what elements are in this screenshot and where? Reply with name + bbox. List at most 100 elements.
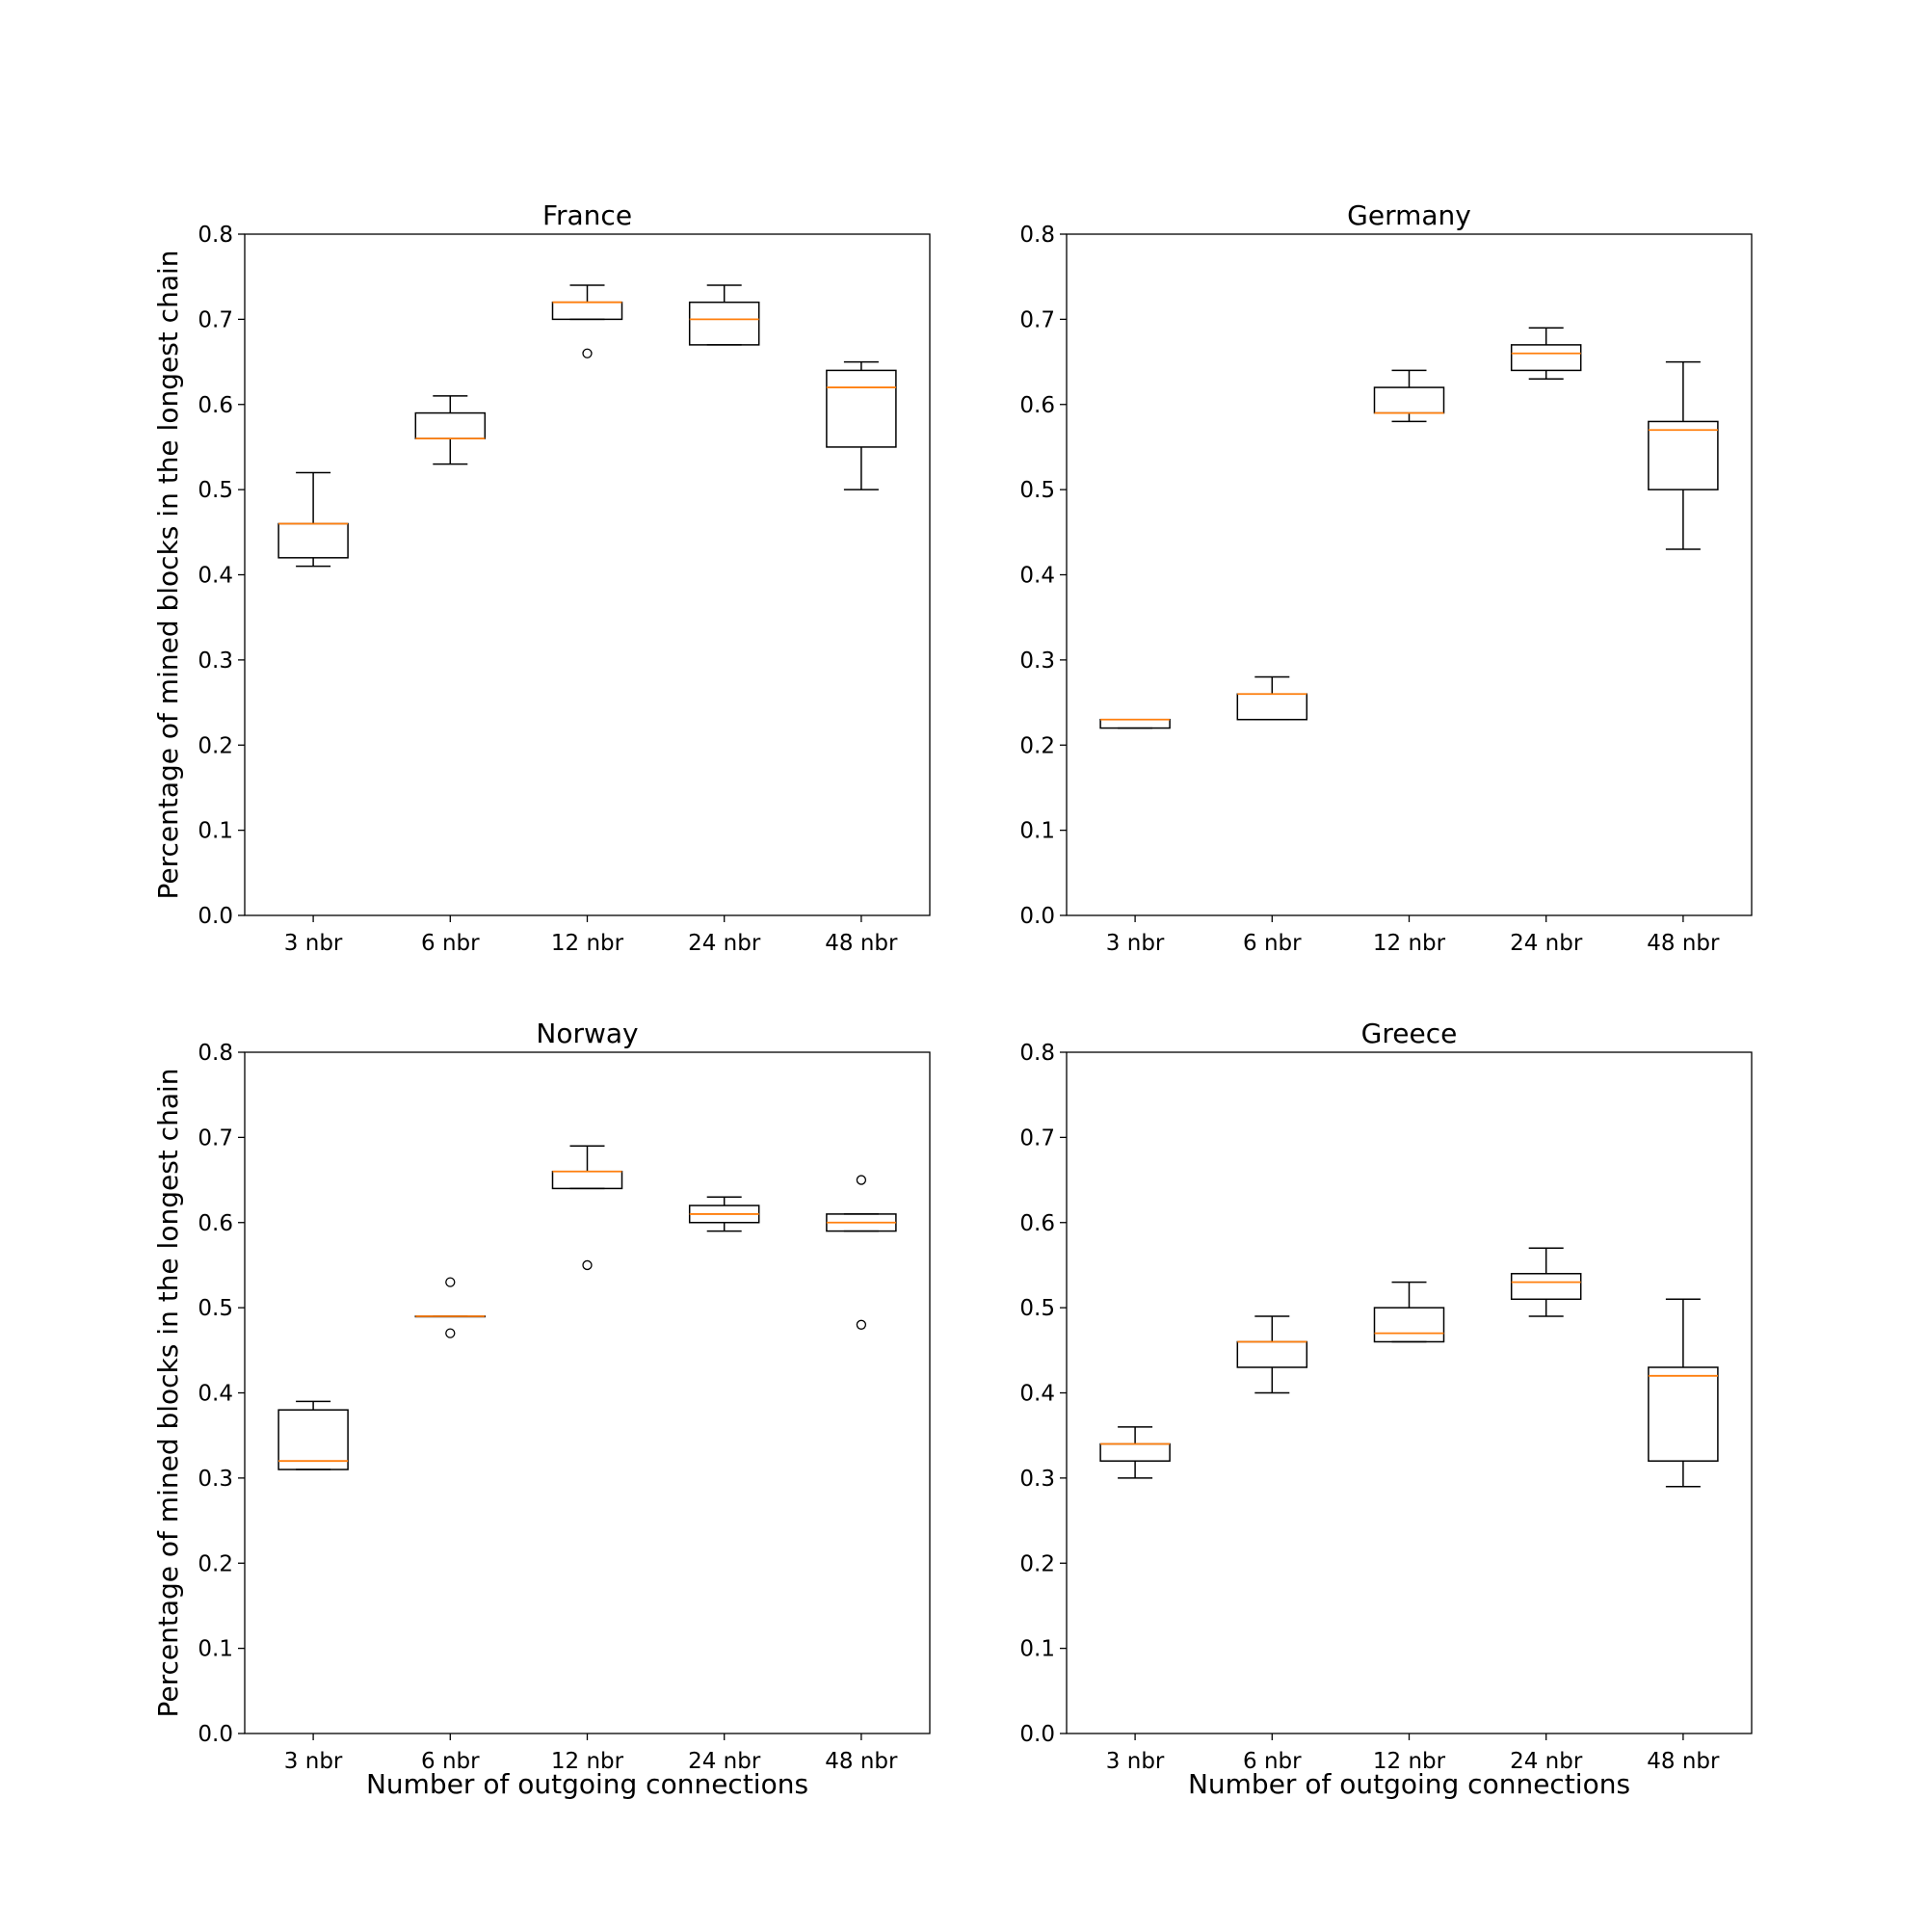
box-body [826, 369, 897, 448]
box-48-nbr [1648, 1298, 1719, 1488]
box-body [1099, 718, 1171, 729]
box-24-nbr [1510, 1247, 1582, 1317]
y-tick-label: 0.2 [198, 1551, 233, 1576]
y-tick-label: 0.1 [1019, 819, 1055, 844]
y-tick-label: 0.1 [198, 1637, 233, 1662]
box-body [551, 1170, 623, 1190]
box-6-nbr [1236, 1315, 1308, 1394]
box-body [1373, 386, 1445, 414]
outlier-point [582, 1259, 593, 1271]
y-tick-label: 0.5 [1019, 478, 1055, 503]
y-tick-label: 0.3 [1019, 648, 1055, 674]
y-tick-label: 0.6 [1019, 393, 1055, 418]
box-3-nbr [277, 471, 349, 568]
x-tick-label: 48 nbr [1647, 931, 1720, 956]
box-body [1236, 693, 1308, 721]
y-tick-label: 0.7 [198, 307, 233, 332]
subplot-title: Germany [1347, 199, 1471, 231]
y-axis-label: Percentage of mined blocks in the longes… [152, 1068, 184, 1717]
box-12-nbr [1373, 1281, 1445, 1343]
y-tick-label: 0.0 [198, 1722, 233, 1747]
x-tick-label: 24 nbr [688, 1749, 761, 1774]
y-tick-label: 0.5 [198, 1296, 233, 1321]
box-12-nbr [1373, 369, 1445, 423]
y-tick-label: 0.8 [1019, 1041, 1055, 1066]
outlier-point [582, 348, 593, 358]
subplot-title: Norway [536, 1018, 638, 1049]
y-tick-label: 0.4 [1019, 1382, 1055, 1407]
subplot-france: 0.0 0.1 0.2 0.3 0.4 0.5 0.6 0.7 0.8 3 nbr 6 nbr 12 … [152, 199, 931, 956]
box-body [1099, 1442, 1171, 1462]
y-axis-label: Percentage of mined blocks in the longes… [152, 250, 184, 899]
box-24-nbr [1510, 327, 1582, 380]
y-tick-label: 0.4 [1019, 564, 1055, 589]
box-body [277, 1409, 349, 1470]
subplot-greece: 0.0 0.1 0.2 0.3 0.4 0.5 0.6 0.7 0.8 3 nbr 6 nbr 12 … [1019, 1018, 1753, 1800]
y-tick-label: 0.5 [1019, 1296, 1055, 1321]
box-body [688, 301, 760, 346]
box-body [1648, 420, 1719, 490]
x-tick-label: 12 nbr [551, 1749, 624, 1774]
x-tick-label: 12 nbr [1373, 1749, 1446, 1774]
x-tick-label: 48 nbr [825, 1749, 898, 1774]
y-tick-label: 0.6 [198, 393, 233, 418]
x-tick-label: 6 nbr [421, 1749, 480, 1774]
box-body [1510, 344, 1582, 372]
y-tick-label: 0.2 [1019, 1551, 1055, 1576]
x-tick-label: 6 nbr [1243, 1749, 1302, 1774]
y-tick-label: 0.6 [198, 1211, 233, 1236]
y-tick-label: 0.7 [1019, 307, 1055, 332]
x-tick-label: 3 nbr [284, 931, 343, 956]
y-tick-label: 0.0 [1019, 1722, 1055, 1747]
axes-frame [244, 233, 931, 916]
box-24-nbr [688, 284, 760, 346]
box-body [551, 301, 623, 321]
box-48-nbr [1648, 360, 1719, 550]
box-body [1236, 1340, 1308, 1368]
y-tick-label: 0.8 [198, 223, 233, 248]
y-tick-label: 0.8 [1019, 223, 1055, 248]
y-tick-label: 0.5 [198, 478, 233, 503]
x-tick-label: 6 nbr [421, 931, 480, 956]
outlier-point [856, 1319, 867, 1330]
x-tick-label: 24 nbr [688, 931, 761, 956]
x-tick-label: 6 nbr [1243, 931, 1302, 956]
box-3-nbr [277, 1400, 349, 1470]
y-tick-label: 0.4 [198, 564, 233, 589]
y-tick-label: 0.0 [1019, 904, 1055, 929]
y-tick-label: 0.3 [198, 648, 233, 674]
box-body [1648, 1366, 1719, 1462]
x-tick-label: 24 nbr [1510, 1749, 1583, 1774]
box-48-nbr [826, 1175, 897, 1330]
box-12-nbr [551, 1145, 623, 1271]
y-tick-label: 0.7 [198, 1125, 233, 1151]
box-body [1510, 1273, 1582, 1301]
outlier-point [445, 1277, 456, 1287]
subplot-title: Greece [1361, 1018, 1458, 1049]
x-tick-label: 3 nbr [1106, 1749, 1165, 1774]
box-6-nbr [414, 395, 487, 465]
x-tick-label: 48 nbr [1647, 1749, 1720, 1774]
x-tick-label: 12 nbr [551, 931, 624, 956]
box-3-nbr [1099, 718, 1171, 729]
box-6-nbr [1236, 675, 1308, 721]
x-tick-label: 12 nbr [1373, 931, 1446, 956]
x-tick-label: 24 nbr [1510, 931, 1583, 956]
subplot-title: France [542, 199, 632, 231]
y-tick-label: 0.7 [1019, 1125, 1055, 1151]
box-24-nbr [688, 1196, 760, 1232]
y-tick-label: 0.2 [1019, 733, 1055, 758]
y-tick-label: 0.8 [198, 1041, 233, 1066]
subplot-norway: 0.0 0.1 0.2 0.3 0.4 0.5 0.6 0.7 0.8 3 nbr 6 nbr 12 … [152, 1018, 931, 1800]
y-tick-label: 0.1 [198, 819, 233, 844]
y-tick-label: 0.1 [1019, 1637, 1055, 1662]
y-tick-label: 0.2 [198, 733, 233, 758]
y-tick-label: 0.3 [198, 1467, 233, 1492]
box-48-nbr [826, 360, 897, 490]
box-body [1373, 1307, 1445, 1343]
x-axis-label: Number of outgoing connections [366, 1768, 808, 1800]
y-tick-label: 0.0 [198, 904, 233, 929]
x-tick-label: 3 nbr [1106, 931, 1165, 956]
